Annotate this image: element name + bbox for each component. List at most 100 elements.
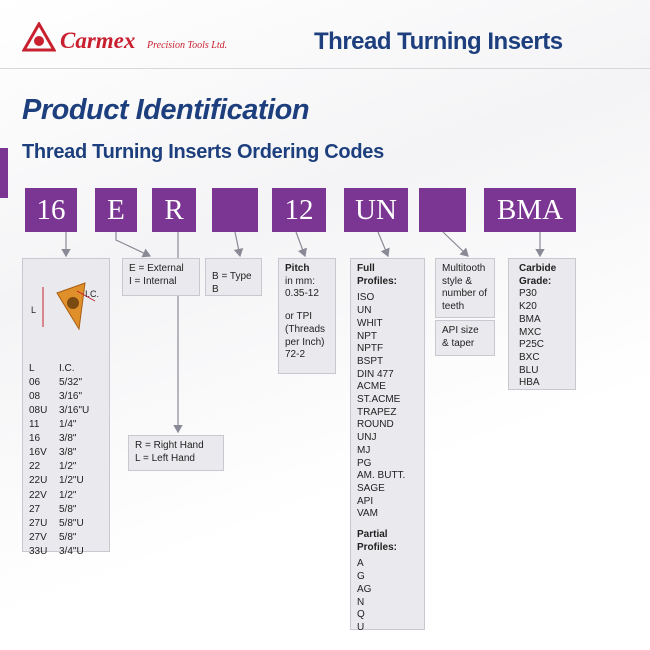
insert-type-box: B = Type B xyxy=(205,258,262,296)
list: P30 K20 BMA MXC P25C BXC BLU HBA xyxy=(519,288,569,390)
table-row: 16V 3/8" xyxy=(29,446,103,460)
cell: 1/2" xyxy=(59,489,77,501)
header-row: L I.C. xyxy=(29,362,103,376)
cell: 3/16"U xyxy=(59,404,90,416)
code-box: 12 xyxy=(272,188,326,232)
cell: L xyxy=(29,362,35,374)
cell: 3/16" xyxy=(59,390,83,402)
diagram-label: L xyxy=(31,305,36,315)
cell: 22V xyxy=(29,489,47,501)
list-item: P25C xyxy=(519,339,545,351)
list-item: BLU xyxy=(519,364,539,376)
table-row: 27U 5/8"U xyxy=(29,517,103,531)
code-box xyxy=(419,188,466,232)
diagram-label: I.C. xyxy=(85,289,99,299)
list-item: PG xyxy=(357,457,372,469)
list-item: WHIT xyxy=(357,317,383,329)
title: Carbide Grade: xyxy=(519,263,557,287)
table-row: 33U 3/4"U xyxy=(29,545,103,559)
pitch-box: Pitch in mm: 0.35-12 or TPI (Threads per In… xyxy=(278,258,336,374)
size-box: L I.C. L I.C. 06 5/32" 08 3/16" 08U 3/16"U 11 1/4… xyxy=(22,258,110,557)
list-item: HBA xyxy=(519,377,540,389)
list-item: P30 xyxy=(519,288,537,300)
heading: Product Identification xyxy=(22,94,310,126)
list-item: N xyxy=(357,596,365,608)
table-row: 08 3/16" xyxy=(29,390,103,404)
table-row: 16 3/8" xyxy=(29,432,103,446)
logo-icon xyxy=(22,22,56,52)
list-item: NPT xyxy=(357,330,377,342)
list-item: or TPI xyxy=(285,311,313,323)
cell: 08U xyxy=(29,404,48,416)
list-item: ROUND xyxy=(357,419,394,431)
type-box: E = External I = Internal xyxy=(122,258,200,296)
list-item: U xyxy=(357,621,365,633)
title: Partial Profiles: xyxy=(357,529,398,553)
list-item: BMA xyxy=(519,313,541,325)
table-row: 27 5/8" xyxy=(29,503,103,517)
table-row: 22U 1/2"U xyxy=(29,474,103,488)
api-box: API size & taper xyxy=(435,320,495,356)
cell: 06 xyxy=(29,376,41,388)
list-item: (Threads xyxy=(285,323,326,335)
text: L = Left Hand xyxy=(135,452,195,464)
list: ISO UN WHIT NPT NPTF BSPT DIN 477 ACME ST.ACME TR… xyxy=(357,292,418,521)
text: I = Internal xyxy=(129,275,177,287)
divider xyxy=(0,68,650,69)
list: in mm: 0.35-12 xyxy=(285,276,329,301)
list-item: MJ xyxy=(357,444,371,456)
profile-box: Full Profiles: ISO UN WHIT NPT NPTF BSPT DIN 4… xyxy=(350,258,425,633)
list-item: ST.ACME xyxy=(357,394,401,406)
table-row: 27V 5/8" xyxy=(29,531,103,545)
list-item: MXC xyxy=(519,326,542,338)
list-item: VAM xyxy=(357,508,378,520)
list-item: BSPT xyxy=(357,355,384,367)
cell: 5/8"U xyxy=(59,517,84,529)
cell: 11 xyxy=(29,419,40,431)
list: A G AG N Q U xyxy=(357,558,418,634)
list: or TPI (Threads per Inch) 72-2 xyxy=(285,311,329,362)
list-item: A xyxy=(357,558,364,570)
list-item: DIN 477 xyxy=(357,368,394,380)
cell: 5/8" xyxy=(59,503,77,515)
code-box xyxy=(212,188,258,232)
tagline: Precision Tools Ltd. xyxy=(147,40,228,51)
table-row: 08U 3/16"U xyxy=(29,404,103,418)
table-row: 22V 1/2" xyxy=(29,489,103,503)
list-item: G xyxy=(357,571,365,583)
list-item: in mm: xyxy=(285,275,315,287)
list-item: SAGE xyxy=(357,482,385,494)
cell: 1/4" xyxy=(59,419,77,431)
cell: 33U xyxy=(29,545,48,557)
code-box: UN xyxy=(344,188,408,232)
cell: 3/8" xyxy=(59,433,77,445)
cell: 16V xyxy=(29,447,47,459)
cell: 22U xyxy=(29,475,48,487)
text: Multitooth style & number of teeth xyxy=(442,263,488,313)
list-item: per Inch) xyxy=(285,336,325,348)
list-item: BXC xyxy=(519,351,540,363)
brand: Carmex xyxy=(60,28,136,53)
list-item: UNJ xyxy=(357,432,377,444)
title: Pitch xyxy=(285,263,310,274)
list-item: K20 xyxy=(519,301,537,313)
table-row: 22 1/2" xyxy=(29,460,103,474)
title: Full Profiles: xyxy=(357,263,398,287)
cell: 5/8" xyxy=(59,531,77,543)
code-box: 16 xyxy=(25,188,77,232)
cell: 16 xyxy=(29,433,41,445)
list-item: API xyxy=(357,495,374,507)
code-box: R xyxy=(152,188,196,232)
code-box: E xyxy=(95,188,137,232)
list-item: ACME xyxy=(357,381,386,393)
cell: 27U xyxy=(29,517,48,529)
list-item: AM. BUTT. xyxy=(357,470,406,482)
text: E = External xyxy=(129,263,184,274)
list-item: UN xyxy=(357,305,372,317)
cell: 3/8" xyxy=(59,447,77,459)
table-row: 06 5/32" xyxy=(29,376,103,390)
cell: 08 xyxy=(29,390,41,402)
list-item: TRAPEZ xyxy=(357,406,397,418)
header-title: Thread Turning Inserts xyxy=(314,28,563,55)
